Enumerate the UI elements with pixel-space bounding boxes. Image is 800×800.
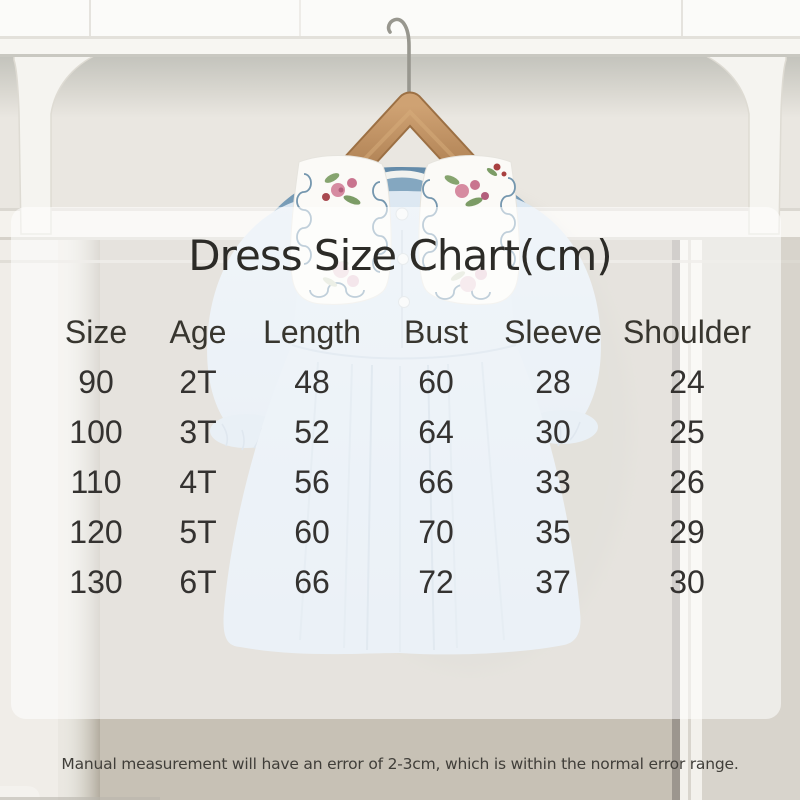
cell: 66 [418, 463, 454, 500]
cell: 110 [70, 463, 122, 500]
left-shelf-bracket [13, 53, 99, 235]
cell: 90 [78, 363, 114, 400]
text-overlay-panel [11, 207, 781, 719]
cell: 30 [669, 563, 705, 600]
cell: 52 [294, 413, 330, 450]
table-row: 90 2T 48 60 28 24 [40, 357, 760, 407]
table-row: 100 3T 52 64 30 25 [40, 407, 760, 457]
table-row: 110 4T 56 66 33 26 [40, 457, 760, 507]
col-header-age: Age [169, 313, 227, 350]
col-header-shoulder: Shoulder [622, 313, 752, 350]
cell: 66 [294, 563, 330, 600]
cell: 5T [179, 513, 217, 550]
cell: 35 [535, 513, 571, 550]
cell: 28 [535, 363, 571, 400]
size-chart-table: Size Age Length Bust Sleeve Shoulder 90 … [40, 307, 760, 607]
cell: 3T [179, 413, 217, 450]
col-header-length: Length [263, 313, 361, 350]
col-header-bust: Bust [403, 313, 469, 350]
wall-shelf [0, 0, 800, 57]
wooden-hanger [327, 91, 493, 195]
cell: 33 [535, 463, 571, 500]
cell: 56 [294, 463, 330, 500]
table-row: 130 6T 66 72 37 30 [40, 557, 760, 607]
cell: 100 [69, 413, 123, 450]
table-row: 120 5T 60 70 35 29 [40, 507, 760, 557]
cell: 64 [418, 413, 454, 450]
cell: 60 [418, 363, 454, 400]
cell: 70 [418, 513, 454, 550]
metal-hook-icon [386, 17, 411, 108]
cell: 72 [418, 563, 454, 600]
page-title: Dress Size Chart(cm) [188, 231, 612, 280]
baseboard-highlight [0, 786, 40, 800]
measurement-disclaimer: Manual measurement will have an error of… [61, 755, 739, 773]
cell: 130 [69, 563, 123, 600]
cell: 25 [669, 413, 705, 450]
cell: 2T [179, 363, 217, 400]
col-header-size: Size [64, 313, 128, 350]
right-shelf-bracket [701, 53, 787, 235]
cell: 30 [535, 413, 571, 450]
bottom-edge-shadow [0, 797, 160, 800]
cell: 60 [294, 513, 330, 550]
cell: 120 [69, 513, 123, 550]
col-header-sleeve: Sleeve [504, 313, 602, 350]
cell: 37 [535, 563, 571, 600]
cell: 29 [669, 513, 705, 550]
cell: 4T [179, 463, 217, 500]
cell: 48 [294, 363, 330, 400]
cell: 26 [669, 463, 705, 500]
table-header-row: Size Age Length Bust Sleeve Shoulder [40, 307, 760, 357]
cell: 6T [179, 563, 217, 600]
cell: 24 [669, 363, 705, 400]
